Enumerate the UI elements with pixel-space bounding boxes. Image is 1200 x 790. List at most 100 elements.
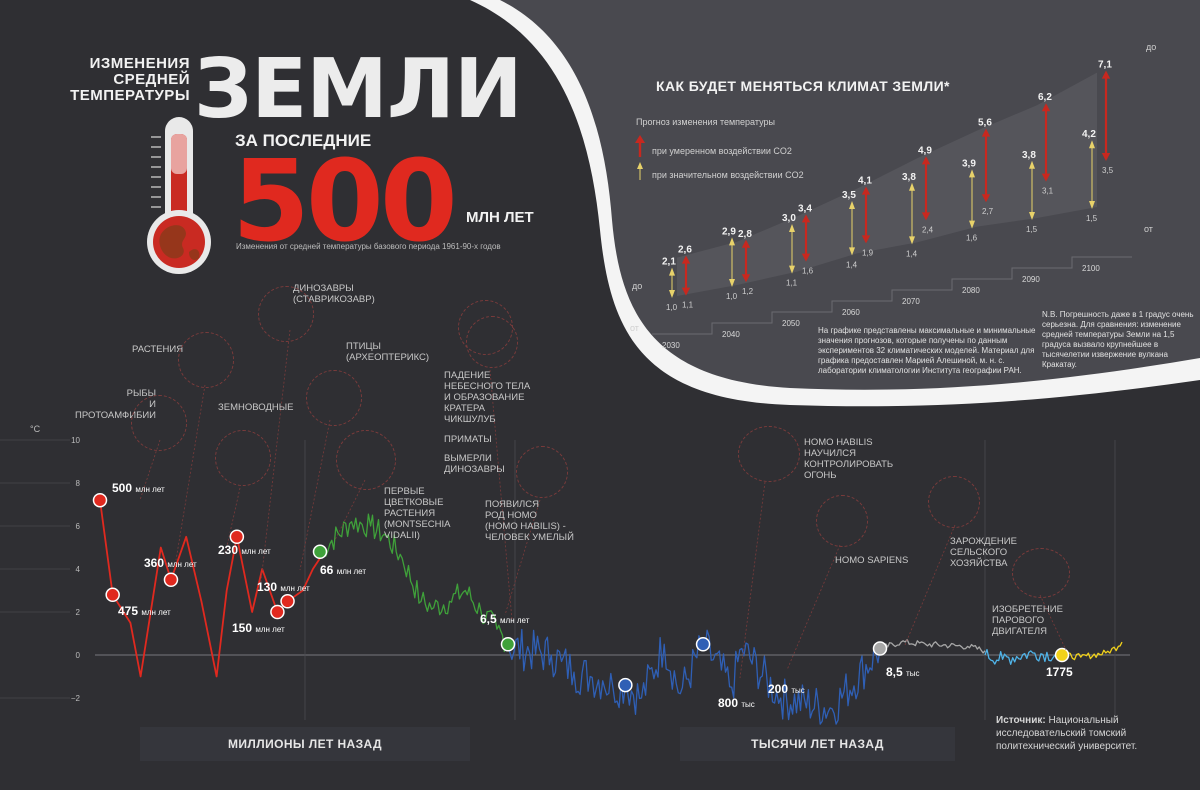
ann-agriculture: Зарождение сельского хозяйства [950, 536, 1017, 569]
data-point-marker [270, 604, 285, 620]
forecast-min-label: 1,4 [906, 249, 918, 258]
series-line [319, 513, 509, 653]
forecast-min-label: 1,2 [742, 287, 754, 296]
forecast-min-label: 1,4 [846, 260, 858, 269]
data-point-marker [312, 544, 328, 560]
leader-line [489, 369, 513, 621]
forecast-baseline [652, 256, 1132, 335]
forecast-year-label: 2070 [902, 297, 920, 306]
marker-unit: млн лет [500, 616, 530, 625]
forecast-min-label: 3,1 [1042, 187, 1054, 196]
marker-unit: млн лет [167, 560, 197, 569]
leader-line [739, 481, 766, 679]
leader-line [504, 499, 541, 616]
steam-engine-icon [1012, 548, 1070, 598]
marker-label: 8,5 тыс [886, 665, 919, 679]
marker-unit: млн лет [255, 625, 285, 634]
fish-icon [131, 395, 187, 451]
forecast-min-label: 1,5 [1026, 225, 1038, 234]
marker-num: 230 [218, 543, 239, 557]
forecast-max-label: 4,9 [918, 145, 932, 156]
forecast-min-label: 1,0 [666, 303, 678, 312]
marker-unit: тыс [791, 686, 805, 695]
forecast-arrowhead [921, 212, 931, 221]
forecast-max-label: 6,2 [1038, 92, 1052, 103]
y-tick-label: 0 [76, 651, 81, 660]
forecast-method-note: На графике представлены максимальные и м… [818, 326, 1036, 375]
marker-num: 1775 [1046, 665, 1073, 679]
data-point-marker [872, 641, 888, 656]
source-label: Источник: [996, 715, 1046, 726]
forecast-max-label: 3,5 [842, 190, 856, 201]
forecast-envelope [677, 72, 1097, 296]
forecast-year-label: 2080 [962, 286, 980, 295]
fire-icon [738, 426, 800, 482]
data-point-marker [695, 637, 711, 652]
forecast-arrowhead [861, 186, 871, 195]
legend-arrowhead-red [635, 135, 645, 143]
forecast-year-label: 2100 [1082, 264, 1100, 273]
forecast-max-label: 2,8 [738, 229, 752, 240]
marker-unit: тыс [906, 669, 920, 678]
marker-label: 500 млн лет [112, 481, 165, 495]
forecast-arrowhead [801, 214, 811, 223]
title-earth: ЗЕМЛИ [194, 42, 523, 137]
forecast-min-label: 1,1 [786, 279, 798, 288]
bird-icon [306, 370, 362, 426]
forecast-arrowhead [861, 235, 871, 244]
forecast-year-label: 2090 [1022, 275, 1040, 284]
forecast-arrowhead [981, 194, 991, 203]
marker-unit: млн лет [280, 584, 310, 593]
y-tick-label: 8 [76, 479, 81, 488]
data-point-marker [618, 677, 633, 693]
ann-dinosaurs: Динозавры (ставрикозавр) [293, 283, 375, 305]
marker-label: 360 млн лет [144, 556, 197, 570]
marker-label: 475 млн лет [118, 604, 171, 618]
marker-unit: млн лет [135, 485, 165, 494]
forecast-year-label: 2030 [662, 341, 680, 350]
forecast-lbl-do-right: до [1146, 42, 1157, 52]
forecast-arrowhead [741, 239, 751, 248]
forecast-arrowhead [741, 274, 751, 283]
forecast-arrowhead [729, 237, 735, 246]
title-line-1: Изменения [89, 55, 190, 72]
forecast-arrowhead [1041, 173, 1051, 182]
leader-line [786, 544, 841, 671]
ann-amphibians: Земноводные [218, 402, 294, 413]
marker-label: 1775 [1046, 665, 1073, 679]
data-point-marker [92, 492, 108, 508]
forecast-lbl-do-left: до [632, 281, 643, 291]
marker-label: 130 млн лет [257, 580, 310, 594]
y-tick-label: 2 [76, 608, 81, 617]
y-tick-label: 10 [71, 436, 80, 445]
forecast-min-label: 1,6 [966, 234, 978, 243]
ann-steam-engine: Изобретение парового двигателя [992, 604, 1063, 637]
source-text: Национальный исследовательский томский п… [996, 715, 1138, 752]
leader-line [334, 479, 366, 541]
forecast-arrowhead [1101, 153, 1111, 161]
marker-unit: млн лет [141, 608, 171, 617]
sapiens-icon [816, 495, 868, 547]
marker-num: 150 [232, 621, 253, 635]
forecast-max-label: 2,9 [722, 226, 736, 237]
forecast-lbl-ot-right: от [1144, 224, 1153, 234]
y-tick-label: −2 [71, 694, 81, 703]
data-point-marker [229, 529, 245, 544]
marker-num: 360 [144, 556, 165, 570]
marker-num: 6,5 [480, 612, 497, 626]
forecast-year-label: 2040 [722, 330, 740, 339]
forecast-arrowhead [921, 156, 931, 165]
forecast-max-label: 5,6 [978, 118, 992, 129]
marker-unit: млн лет [336, 567, 367, 576]
marker-label: 800 тыс [718, 696, 755, 710]
forecast-arrowhead [849, 201, 855, 209]
thermometer-icon [147, 117, 211, 274]
forecast-arrowhead [1041, 103, 1051, 112]
ann-sapiens: Homo Sapiens [835, 555, 909, 566]
title-500: 500 [232, 137, 458, 267]
forecast-arrowhead [801, 253, 811, 262]
lizard-icon [215, 430, 271, 486]
band-thousand-years: ТЫСЯЧИ ЛЕТ НАЗАД [680, 731, 955, 757]
marker-num: 500 [112, 481, 133, 495]
forecast-max-label: 3,9 [962, 158, 976, 169]
